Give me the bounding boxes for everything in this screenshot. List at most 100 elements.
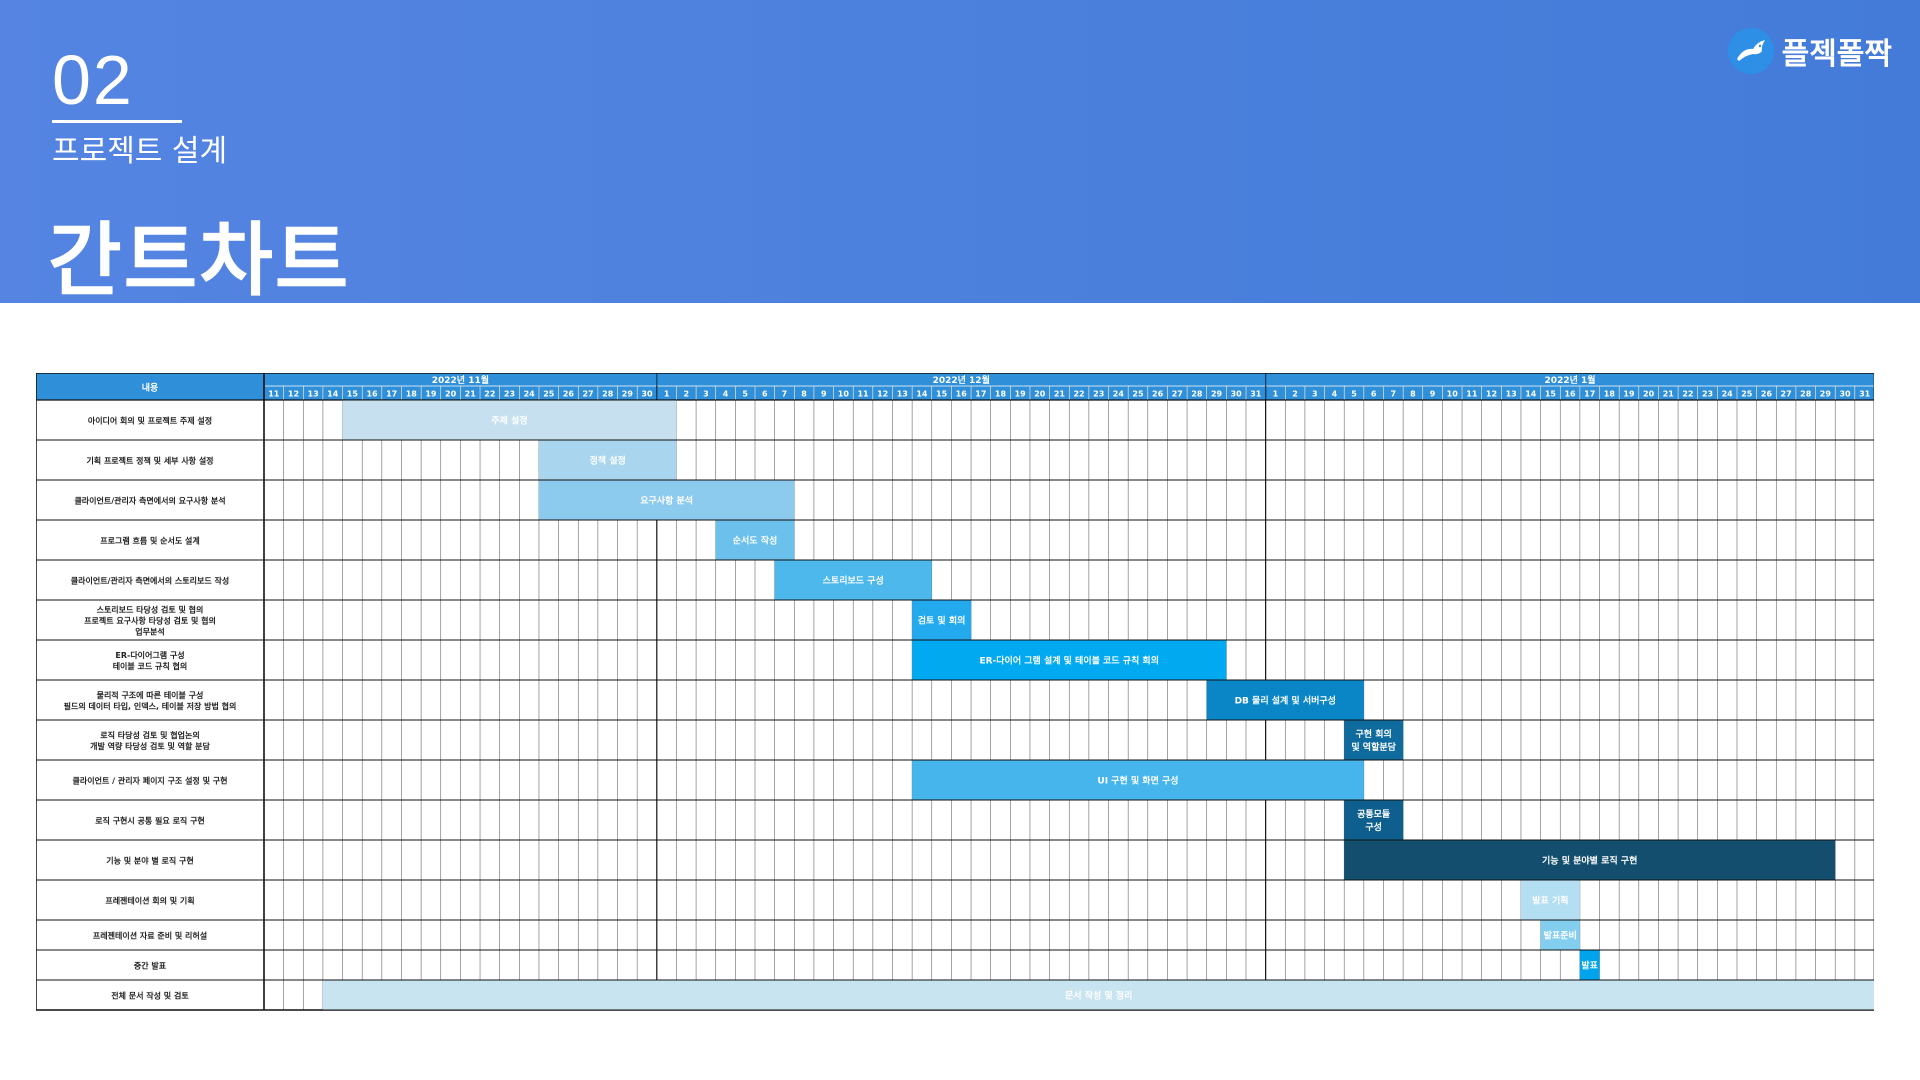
task-label: 기능 및 분야 별 로직 구현 (106, 856, 194, 866)
day-tick-label: 9 (821, 390, 827, 399)
bar-label: 주제 설정 (491, 415, 527, 427)
day-tick-label: 20 (1034, 390, 1046, 399)
month-label: 2022년 11월 (432, 374, 489, 386)
day-tick-label: 12 (288, 390, 299, 399)
task-label: 아이디어 회의 및 프로젝트 주제 설정 (88, 416, 212, 426)
day-tick-label: 11 (857, 390, 869, 399)
section-subtitle: 프로젝트 설계 (52, 134, 228, 169)
day-tick-label: 19 (1015, 390, 1027, 399)
task-label: 물리적 구조에 따른 테이블 구성 필드의 데이터 타입, 인덱스, 테이블 저장… (64, 690, 237, 711)
day-tick-label: 21 (1663, 390, 1675, 399)
bar-label: 요구사항 분석 (640, 495, 693, 507)
day-tick-label: 12 (877, 390, 888, 399)
day-tick-label: 26 (1152, 390, 1164, 399)
task-label: 로직 구현시 공통 필요 로직 구현 (95, 816, 205, 826)
day-tick-label: 4 (1332, 390, 1338, 399)
bar-label: 구현 회의 및 역할분담 (1351, 728, 1396, 753)
day-tick-label: 20 (445, 390, 457, 399)
task-label: 클라이언트/관리자 측면에서의 요구사항 분석 (74, 496, 225, 506)
day-tick-label: 19 (1623, 390, 1635, 399)
day-tick-label: 4 (723, 390, 729, 399)
day-tick-label: 5 (1351, 390, 1357, 399)
page-title: 간트차트 (48, 214, 351, 307)
day-tick-label: 27 (1172, 390, 1183, 399)
day-tick-label: 28 (1191, 390, 1203, 399)
gantt-bar (774, 560, 932, 600)
day-tick-label: 18 (995, 390, 1007, 399)
day-tick-label: 2 (683, 390, 689, 399)
day-tick-label: 30 (1231, 390, 1243, 399)
day-tick-label: 23 (504, 390, 515, 399)
day-tick-label: 18 (1604, 390, 1616, 399)
day-tick-label: 25 (1132, 390, 1144, 399)
bar-label: 스토리보드 구성 (823, 575, 884, 587)
day-tick-label: 17 (1584, 390, 1595, 399)
gantt-bar (342, 400, 677, 440)
bar-label: 발표 (1581, 960, 1598, 972)
day-tick-label: 24 (1113, 390, 1125, 399)
day-tick-label: 12 (1486, 390, 1497, 399)
gantt-bar (1344, 720, 1404, 760)
day-tick-label: 13 (1506, 390, 1517, 399)
day-tick-label: 28 (602, 390, 614, 399)
bar-label: 공통모듈 구성 (1357, 809, 1390, 833)
day-tick-label: 22 (484, 390, 495, 399)
task-label: ER-다이어그램 구성 테이블 코드 규칙 협의 (113, 650, 188, 671)
day-tick-label: 29 (1820, 390, 1832, 399)
day-tick-label: 26 (563, 390, 575, 399)
gantt-bar (1540, 920, 1580, 950)
day-tick-label: 30 (1839, 390, 1851, 399)
day-tick-label: 14 (916, 390, 928, 399)
section-number: 02 (52, 41, 134, 119)
day-tick-label: 11 (1466, 390, 1478, 399)
day-tick-label: 28 (1800, 390, 1812, 399)
gantt-bar (1520, 880, 1580, 920)
day-tick-label: 19 (425, 390, 437, 399)
task-column-header: 내용 (142, 382, 159, 394)
day-tick-label: 31 (1250, 390, 1262, 399)
day-tick-label: 10 (838, 390, 850, 399)
day-tick-label: 10 (1447, 390, 1459, 399)
gantt-bar (715, 520, 795, 560)
gantt-bar (1344, 800, 1404, 840)
gantt-bar (538, 480, 795, 520)
day-tick-label: 23 (1702, 390, 1713, 399)
day-tick-label: 16 (1564, 390, 1576, 399)
task-label: 로직 타당성 검토 및 협업논의 개발 역량 타당성 검토 및 역할 분담 (90, 730, 210, 751)
day-tick-label: 14 (327, 390, 339, 399)
task-label: 전체 문서 작성 및 검토 (111, 991, 189, 1001)
day-tick-label: 21 (465, 390, 477, 399)
day-tick-label: 1 (1273, 390, 1279, 399)
day-tick-label: 21 (1054, 390, 1066, 399)
day-tick-label: 9 (1430, 390, 1436, 399)
day-tick-label: 16 (956, 390, 968, 399)
bar-label: UI 구현 및 화면 구성 (1097, 775, 1178, 787)
day-tick-label: 20 (1643, 390, 1655, 399)
section-divider (52, 120, 182, 123)
gantt-bar (912, 640, 1227, 680)
day-tick-label: 27 (1781, 390, 1792, 399)
day-tick-label: 27 (582, 390, 593, 399)
day-tick-label: 25 (543, 390, 555, 399)
day-tick-label: 30 (641, 390, 653, 399)
bar-label: 순서도 작성 (733, 535, 778, 547)
day-tick-label: 11 (268, 390, 280, 399)
day-tick-label: 17 (386, 390, 397, 399)
bar-label: 정책 설정 (590, 455, 626, 467)
day-tick-label: 22 (1073, 390, 1084, 399)
day-tick-label: 6 (762, 390, 768, 399)
task-label: 클라이언트/관리자 측면에서의 스토리보드 작성 (71, 576, 229, 586)
bar-label: DB 물리 설계 및 서버구성 (1235, 695, 1336, 707)
day-tick-label: 22 (1682, 390, 1693, 399)
day-tick-label: 17 (975, 390, 986, 399)
bar-label: 검토 및 회의 (918, 615, 966, 627)
day-tick-label: 24 (1722, 390, 1734, 399)
gantt-bar (1579, 950, 1600, 980)
task-label: 프레젠테이션 회의 및 기획 (105, 896, 194, 906)
day-tick-label: 26 (1761, 390, 1773, 399)
day-tick-label: 25 (1741, 390, 1753, 399)
day-tick-label: 6 (1371, 390, 1377, 399)
bar-label: 기능 및 분야별 로직 구현 (1542, 855, 1637, 867)
gantt-bar (538, 440, 677, 480)
gantt-bar (912, 600, 972, 640)
